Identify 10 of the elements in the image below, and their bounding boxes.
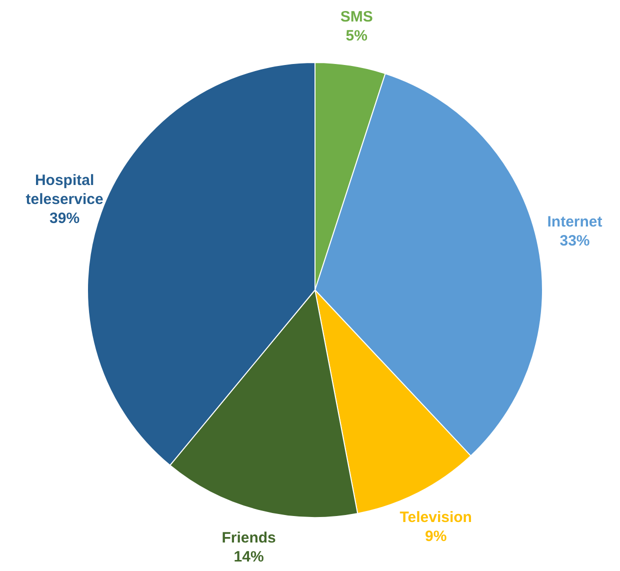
slice-label: Hospital teleservice (26, 172, 104, 208)
slice-label: SMS (340, 8, 373, 26)
slice-label: Television (400, 508, 472, 526)
data-label: 5% (346, 28, 368, 45)
data-label: 14% (234, 548, 264, 566)
slice-label: Friends (222, 529, 276, 546)
slice-label: Internet (547, 214, 602, 231)
data-label: 33% (560, 232, 590, 250)
data-label: 39% (50, 210, 80, 227)
data-label: 9% (424, 528, 447, 545)
